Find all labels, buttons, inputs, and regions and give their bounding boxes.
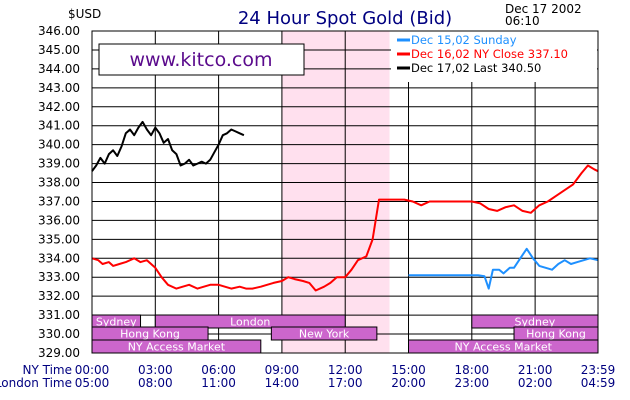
legend-label: Dec 16,02 NY Close 337.10 xyxy=(411,47,568,61)
y-tick-label: 343.00 xyxy=(38,81,80,95)
series-line xyxy=(91,164,599,292)
y-tick-label: 344.00 xyxy=(38,62,80,76)
y-tick-label: 329.00 xyxy=(38,346,80,360)
x-row-label: London Time xyxy=(0,376,72,390)
x-tick-label: 14:00 xyxy=(265,376,300,390)
market-label: New York xyxy=(299,328,350,341)
x-tick-label: 18:00 xyxy=(455,363,490,377)
y-tick-label: 342.00 xyxy=(38,100,80,114)
y-tick-label: 336.00 xyxy=(38,213,80,227)
legend-background xyxy=(391,31,597,82)
y-tick-label: 335.00 xyxy=(38,232,80,246)
x-tick-label: 12:00 xyxy=(328,363,363,377)
plot-border xyxy=(91,30,599,354)
y-tick-label: 345.00 xyxy=(38,43,80,57)
x-tick-label: 20:00 xyxy=(391,376,426,390)
market-label: NY Access Market xyxy=(128,341,226,354)
y-tick-label: 341.00 xyxy=(38,119,80,133)
legend-label: Dec 17,02 Last 340.50 xyxy=(411,61,541,75)
y-tick-label: 340.00 xyxy=(38,138,80,152)
market-label: Hong Kong xyxy=(120,328,180,341)
x-tick-label: 08:00 xyxy=(138,376,173,390)
y-tick-label: 330.00 xyxy=(38,327,80,341)
y-tick-label: 334.00 xyxy=(38,251,80,265)
market-block xyxy=(154,314,346,329)
legend-label: Dec 15,02 Sunday xyxy=(411,33,517,47)
y-tick-label: 339.00 xyxy=(38,157,80,171)
y-tick-label: 331.00 xyxy=(38,308,80,322)
chart-title: 24 Hour Spot Gold (Bid) xyxy=(238,8,452,29)
x-tick-label: 09:00 xyxy=(265,363,300,377)
series-lines xyxy=(91,120,599,292)
market-label: Sydney xyxy=(96,316,137,329)
x-tick-label: 23:59 xyxy=(581,363,616,377)
x-tick-label: 05:00 xyxy=(75,376,110,390)
y-tick-label: 332.00 xyxy=(38,289,80,303)
x-axis-ticks: NY Time 00:00 03:00 06:00 09:00 12:00 15:00 18:… xyxy=(0,363,615,390)
x-tick-label: 06:00 xyxy=(201,363,236,377)
market-block xyxy=(270,326,378,341)
shaded-region xyxy=(281,31,390,353)
y-tick-label: 338.00 xyxy=(38,176,80,190)
timestamp-time: 06:10 xyxy=(505,14,540,28)
x-row-label: NY Time xyxy=(23,363,73,377)
y-axis-ticks: 346.00 345.00 344.00 343.00 342.00 341.00 340.… xyxy=(38,24,80,360)
x-tick-label: 11:00 xyxy=(201,376,236,390)
x-tick-label: 15:00 xyxy=(391,363,426,377)
x-tick-label: 00:00 xyxy=(75,363,110,377)
x-tick-label: 23:00 xyxy=(455,376,490,390)
x-tick-label: 03:00 xyxy=(138,363,173,377)
x-tick-label: 17:00 xyxy=(328,376,363,390)
watermark-text: www.kitco.com xyxy=(129,49,272,71)
y-tick-label: 333.00 xyxy=(38,270,80,284)
x-tick-label: 02:00 xyxy=(518,376,553,390)
market-label: London xyxy=(230,316,270,329)
unit-label: $USD xyxy=(68,7,101,21)
x-tick-label: 04:59 xyxy=(581,376,616,390)
x-tick-label: 21:00 xyxy=(518,363,553,377)
market-label: Sydney xyxy=(515,316,556,329)
market-label: Hong Kong xyxy=(526,328,586,341)
series-line xyxy=(408,247,599,290)
y-tick-label: 337.00 xyxy=(38,194,80,208)
market-label: NY Access Market xyxy=(455,341,553,354)
y-tick-label: 346.00 xyxy=(38,24,80,38)
timestamp-date: Dec 17 2002 xyxy=(505,2,582,16)
watermark-box: www.kitco.com xyxy=(98,43,305,76)
plot-background xyxy=(281,31,390,353)
series-line xyxy=(91,120,245,172)
